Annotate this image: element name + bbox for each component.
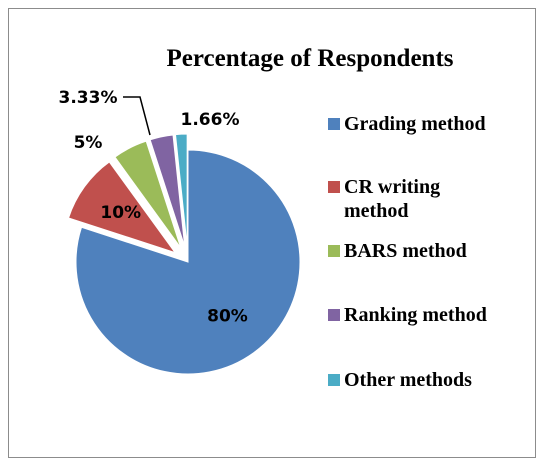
data-label: 5% — [74, 133, 103, 153]
data-label: 1.66% — [181, 110, 240, 130]
legend-swatch — [328, 118, 340, 130]
legend-swatch — [328, 309, 340, 321]
legend-item: BARS method — [328, 239, 528, 263]
pie-slice — [114, 140, 182, 249]
legend-label: Grading method — [344, 113, 486, 135]
legend-swatch — [328, 374, 340, 386]
legend-label: Ranking method — [344, 304, 487, 326]
legend-item: Ranking method — [328, 303, 528, 327]
data-label: 80% — [207, 306, 248, 326]
legend-swatch — [328, 245, 340, 257]
legend-label: CR writing method — [344, 176, 441, 222]
legend-item: CR writing method — [328, 175, 528, 223]
data-label: 3.33% — [59, 88, 118, 108]
legend-swatch — [328, 181, 340, 193]
pie-slice — [75, 149, 301, 375]
pie-slice — [174, 133, 188, 247]
legend-label: Other methods — [344, 369, 472, 391]
chart-title: Percentage of Respondents — [167, 45, 454, 72]
leader-line — [123, 96, 151, 136]
data-label: 10% — [100, 203, 141, 223]
pie-slice — [149, 134, 186, 247]
chart-frame — [8, 8, 536, 458]
legend-item: Grading method — [328, 112, 528, 136]
legend-item: Other methods — [328, 368, 528, 392]
pie-slice — [67, 161, 177, 254]
legend-label: BARS method — [344, 240, 467, 262]
